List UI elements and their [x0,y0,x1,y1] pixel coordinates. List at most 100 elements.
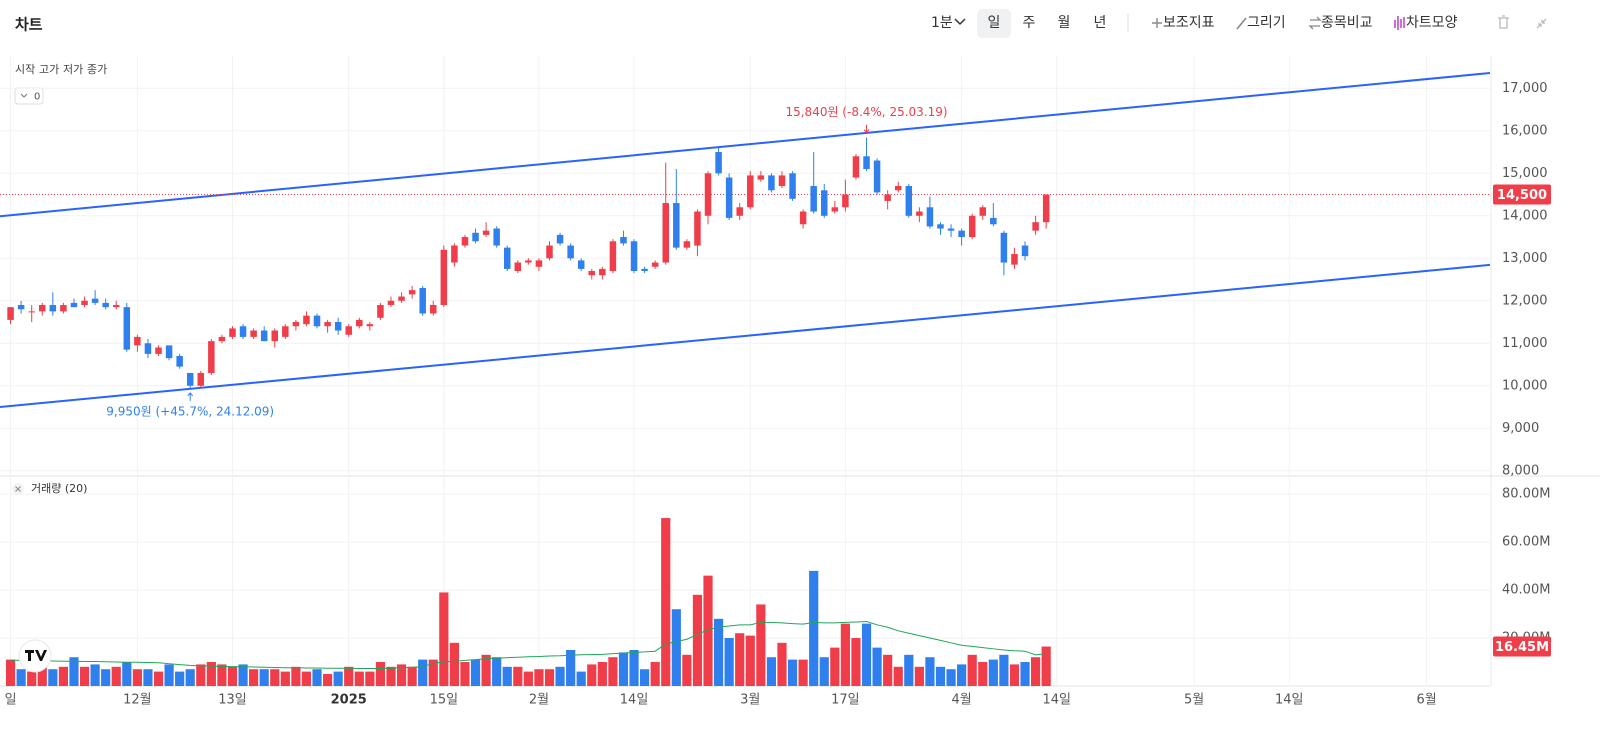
low-annotation: 9,950원 (+45.7%, 24.12.09) [106,404,274,418]
last-volume-label: 16.45M [1495,640,1549,655]
volume-bar [206,662,216,686]
candle-body [451,245,458,263]
volume-bar [935,666,946,686]
axes: 일 12월 13일 2025 15일 2월 14일 3월 17일 4월 14일 5월 14일 6월 8,00… [5,81,1551,708]
candle-body [609,241,617,272]
volume-bar [492,657,502,686]
candle-body [260,330,268,342]
ohlc-label: 저가 [63,63,83,76]
period-button[interactable]: 월 [1058,15,1071,31]
candle-body [7,307,14,320]
ohlc-label: 고가 [39,63,59,76]
x-tick-label: 3월 [740,693,760,708]
candle-body [514,262,522,272]
tool-button[interactable]: 그리기 [1247,15,1286,31]
candle-body [577,260,585,269]
volume-bar [513,666,523,686]
candle-body [430,305,437,314]
volume-bar [756,604,766,686]
candle-body [905,186,913,216]
candle-body [1011,254,1018,265]
x-tick-label: 6월 [1416,693,1436,708]
candle-body [567,245,574,259]
period-button[interactable]: 일 [988,15,1001,31]
candle-body [250,330,257,337]
volume-bar [439,592,449,686]
volume-bar [502,666,512,686]
candle-body [303,315,310,325]
candle-body [28,311,35,313]
volume-tick-label: 60.00M [1502,535,1550,550]
plus-icon [1152,18,1162,28]
volume-bar [5,659,16,686]
volume-bar [967,654,977,686]
volume-bar [375,662,386,686]
tool-button[interactable]: 종목비교 [1321,15,1373,31]
candle-body [990,217,997,225]
y-tick-label: 11,000 [1502,336,1548,351]
period-button[interactable]: 년 [1094,15,1107,31]
volume-bar [344,666,354,686]
volume-bar [16,669,26,686]
trend-line [0,263,1490,409]
volume-bar [576,671,586,686]
candle-body [197,373,205,386]
candle-body [345,326,352,335]
candle-body [947,228,955,231]
volume-bar [597,662,607,686]
candle-body [102,302,109,308]
volume-bar [692,594,703,686]
volume-bar [101,669,111,686]
candle-body [620,237,627,244]
trend-line [0,72,1490,218]
volume-bar [428,659,438,686]
collapse-icon[interactable] [1536,18,1547,29]
candle-body [1042,194,1050,223]
volume-bar [79,666,90,686]
candle-body [546,245,553,259]
candle-body [1021,245,1029,257]
candle-body [831,207,839,212]
interval-select[interactable]: 1분 [931,15,953,31]
x-tick-label: 2025 [331,693,367,708]
tool-button[interactable]: 차트모양 [1406,15,1458,31]
candle-body [979,207,987,216]
volume-bar [914,666,924,686]
y-tick-label: 15,000 [1502,166,1548,181]
x-tick-label: 14일 [620,693,649,708]
volume-bar [185,669,195,686]
volume-bar [978,662,988,686]
candle-body [461,237,469,246]
candle-body [725,177,733,218]
volume-bar [58,666,69,686]
volume-title: 거래량 (20) [31,482,87,495]
candle-body [81,300,88,306]
volume-bar [861,623,872,686]
volume-bar [291,666,301,686]
volume-bar [809,570,819,686]
candle-body [884,194,891,201]
candle-body [789,173,796,199]
last-price-tag [1493,184,1551,205]
candle-body [556,234,564,244]
candle-body [60,305,67,312]
volume-bar [238,664,248,686]
tool-button[interactable]: 보조지표 [1163,15,1215,31]
volume-bar [396,664,407,686]
volume-bar [449,642,459,686]
period-button[interactable]: 주 [1023,15,1036,31]
y-tick-label: 16,000 [1502,123,1548,138]
candle-body [662,203,669,263]
high-arrow [863,124,870,134]
volume-bar [904,654,914,686]
volume-bar [365,671,375,686]
low-arrow [187,392,194,401]
x-tick-label: 일 [5,693,17,708]
compare-icon [1308,16,1322,30]
trash-icon[interactable] [1498,15,1509,29]
y-tick-label: 14,000 [1502,208,1548,223]
volume-bar [957,664,967,686]
volume-bar [629,650,639,686]
candle-body [239,326,247,337]
candle-body [503,247,511,269]
